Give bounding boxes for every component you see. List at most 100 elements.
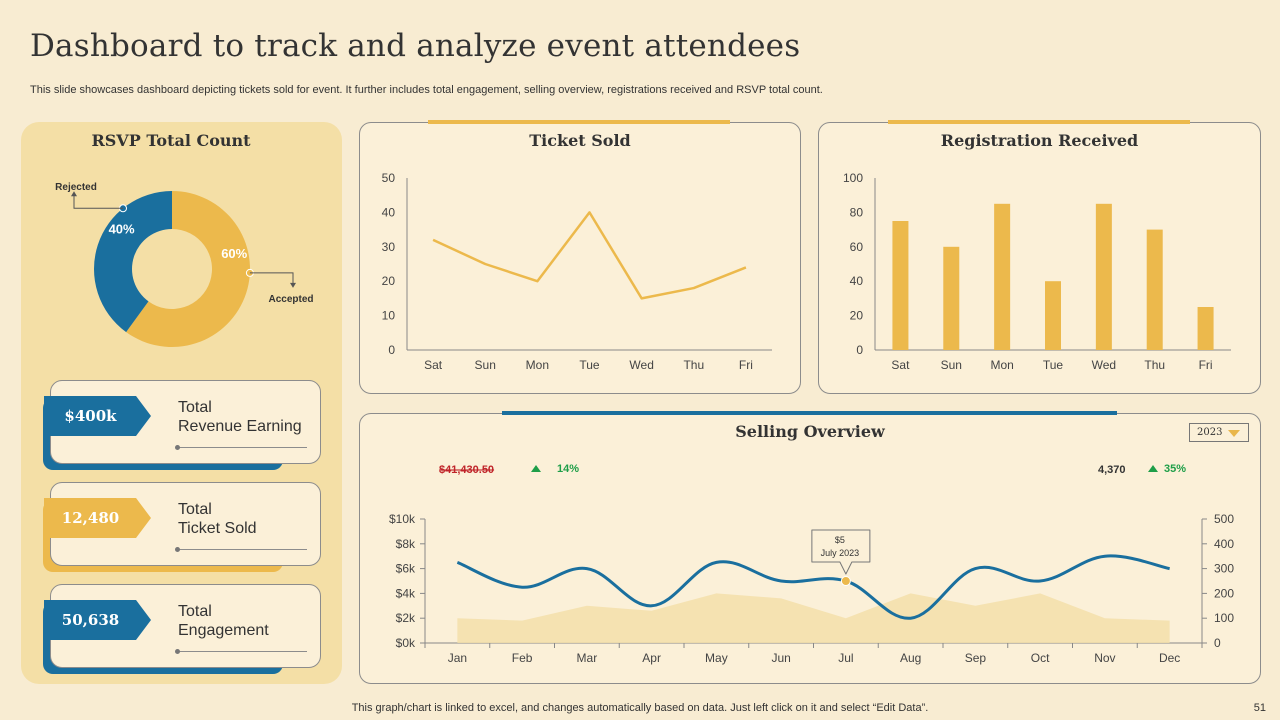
left-y-tick-label: $2k bbox=[396, 611, 416, 625]
page-title: Dashboard to track and analyze event att… bbox=[30, 28, 801, 64]
selling-overview-accent bbox=[502, 411, 1117, 415]
registration-bar-sun bbox=[943, 246, 960, 350]
left-change: 14% bbox=[557, 463, 579, 475]
ticket-sold-accent bbox=[428, 120, 730, 124]
rsvp-donut-chart: 60% 40% Rejected Accepted bbox=[55, 182, 314, 347]
right-y-tick-label: 400 bbox=[1214, 537, 1234, 551]
right-y-tick-label: 200 bbox=[1214, 586, 1234, 600]
y-tick-label: 40 bbox=[382, 205, 396, 219]
x-tick-label: May bbox=[705, 651, 728, 665]
right-up-arrow-icon bbox=[1148, 465, 1158, 472]
x-tick-label: Jul bbox=[838, 651, 853, 665]
x-tick-label: Sat bbox=[424, 358, 443, 372]
selling-overview-title: Selling Overview bbox=[735, 422, 885, 441]
x-tick-label: Tue bbox=[1043, 358, 1064, 372]
ticket-sold-card: Ticket Sold bbox=[359, 122, 801, 394]
registration-accent bbox=[888, 120, 1190, 124]
x-tick-label: Dec bbox=[1159, 651, 1180, 665]
right-value: 4,370 bbox=[1098, 464, 1126, 476]
y-tick-label: 30 bbox=[382, 240, 396, 254]
ticket-sold-title: Ticket Sold bbox=[529, 131, 631, 150]
july-marker bbox=[840, 576, 851, 586]
y-tick-label: 0 bbox=[856, 343, 863, 357]
donut-label-accepted-pct: 60% bbox=[221, 246, 247, 261]
y-tick-label: 50 bbox=[382, 171, 396, 185]
x-tick-label: Tue bbox=[579, 358, 600, 372]
left-value: $41,430.50 bbox=[439, 464, 494, 476]
ticket-sold-chart: 0 10 20 30 40 50 Sat Sun Mon Tue Wed Thu Fri bbox=[382, 171, 772, 372]
left-y-tick-label: $10k bbox=[389, 512, 416, 526]
selling-overview-chart: $41,430.50 14% 4,370 35% $0k $2k $4k $6k $8k $10k… bbox=[389, 463, 1234, 665]
left-up-arrow-icon bbox=[531, 465, 541, 472]
registration-bar-tue bbox=[1045, 281, 1061, 350]
registration-bar-thu bbox=[1146, 229, 1163, 350]
x-tick-label: Feb bbox=[512, 651, 533, 665]
registration-card: Registration Received bbox=[818, 122, 1261, 394]
accepted-label: Accepted bbox=[268, 294, 313, 305]
x-tick-label: Sat bbox=[891, 358, 910, 372]
registration-bar-wed bbox=[1095, 203, 1112, 350]
page-number: 51 bbox=[1253, 702, 1266, 714]
tickets-dot bbox=[175, 547, 180, 552]
ticket-sold-line bbox=[432, 211, 747, 300]
right-change: 35% bbox=[1164, 463, 1186, 475]
registration-bar-sat bbox=[892, 221, 909, 350]
engagement-value: 50,638 bbox=[44, 600, 151, 640]
tickets-divider bbox=[177, 549, 307, 550]
x-tick-label: Aug bbox=[900, 651, 921, 665]
tooltip-date: July 2023 bbox=[821, 548, 860, 558]
x-tick-label: Mon bbox=[526, 358, 549, 372]
accepted-callout-line bbox=[249, 272, 294, 285]
y-tick-label: 40 bbox=[850, 274, 864, 288]
footer-note: This graph/chart is linked to excel, and… bbox=[351, 702, 929, 714]
rejected-callout-arrow-icon bbox=[71, 191, 77, 197]
x-tick-label: Fri bbox=[1199, 358, 1213, 372]
registration-bar-fri bbox=[1197, 307, 1214, 350]
revenue-label-line1: Total bbox=[178, 399, 212, 416]
page-subtitle: This slide showcases dashboard depicting… bbox=[30, 84, 823, 96]
revenue-line bbox=[456, 554, 1170, 620]
left-y-tick-label: $8k bbox=[396, 537, 416, 551]
tickets-label-line2: Ticket Sold bbox=[178, 520, 257, 537]
x-tick-label: Mon bbox=[990, 358, 1013, 372]
accepted-callout-arrow-icon bbox=[290, 282, 296, 288]
x-tick-label: Fri bbox=[739, 358, 753, 372]
registration-bar-mon bbox=[994, 203, 1011, 350]
y-tick-label: 0 bbox=[388, 343, 395, 357]
donut-slice-rejected bbox=[93, 191, 172, 333]
year-dropdown-value: 2023 bbox=[1197, 427, 1223, 438]
revenue-value: $400k bbox=[44, 396, 151, 436]
y-tick-label: 60 bbox=[850, 240, 864, 254]
donut-slice-accepted bbox=[126, 191, 250, 347]
right-y-tick-label: 100 bbox=[1214, 611, 1234, 625]
tickets-label-line1: Total bbox=[178, 501, 212, 518]
left-y-tick-label: $0k bbox=[396, 636, 416, 650]
x-tick-label: Oct bbox=[1031, 651, 1050, 665]
engagement-dot bbox=[175, 649, 180, 654]
engagement-label-line1: Total bbox=[178, 603, 212, 620]
registration-title: Registration Received bbox=[940, 131, 1139, 150]
right-y-tick-label: 500 bbox=[1214, 512, 1234, 526]
revenue-divider bbox=[177, 447, 307, 448]
rejected-callout-line bbox=[73, 194, 124, 209]
y-tick-label: 20 bbox=[850, 309, 864, 323]
registration-chart: 0 20 40 60 80 100 Sat Sun Mon Tue Wed Thu Fri bbox=[843, 171, 1231, 372]
engagement-divider bbox=[177, 651, 307, 652]
x-tick-label: Thu bbox=[1144, 358, 1165, 372]
right-y-tick-label: 300 bbox=[1214, 562, 1234, 576]
y-tick-label: 10 bbox=[382, 309, 396, 323]
x-tick-label: Jun bbox=[771, 651, 790, 665]
tickets-value: 12,480 bbox=[44, 498, 151, 538]
x-tick-label: Jan bbox=[448, 651, 467, 665]
year-dropdown[interactable]: 2023 bbox=[1189, 423, 1249, 442]
right-y-tick-label: 0 bbox=[1214, 636, 1221, 650]
tooltip-box bbox=[811, 529, 871, 575]
rejected-label: Rejected bbox=[55, 182, 97, 193]
left-y-tick-label: $4k bbox=[396, 586, 416, 600]
rsvp-title: RSVP Total Count bbox=[91, 131, 251, 150]
y-tick-label: 20 bbox=[382, 274, 396, 288]
x-tick-label: Nov bbox=[1094, 651, 1115, 665]
x-tick-label: Sun bbox=[941, 358, 962, 372]
x-tick-label: Wed bbox=[1092, 358, 1116, 372]
x-tick-label: Apr bbox=[642, 651, 661, 665]
